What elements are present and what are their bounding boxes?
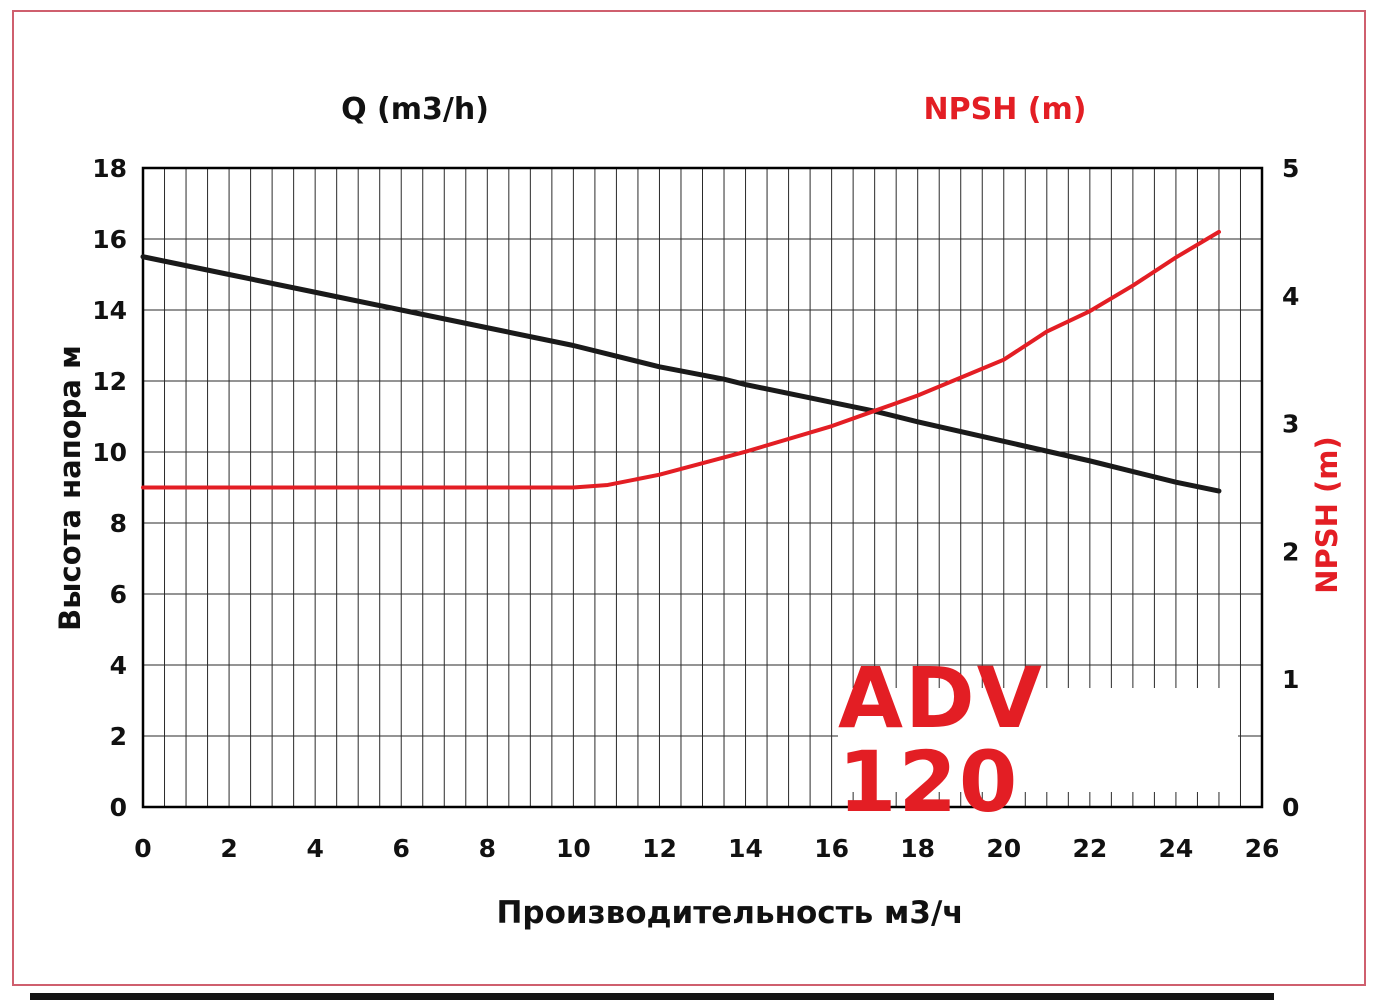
y-left-tick-label: 0 [110, 793, 127, 822]
y-right-axis-title: NPSH (m) [1310, 436, 1344, 594]
x-tick-label: 16 [814, 834, 849, 863]
series-line-head [140, 254, 1222, 494]
y-left-tick-label: 6 [110, 580, 127, 609]
scan-artifact-bar [30, 993, 1274, 1000]
x-tick-label: 4 [306, 834, 323, 863]
x-tick-label: 18 [900, 834, 935, 863]
y-left-tick-label: 12 [92, 367, 127, 396]
y-right-tick-label: 1 [1282, 665, 1299, 694]
y-right-tick-labels: 0 1 2 3 4 5 [1282, 154, 1299, 822]
y-right-tick-label: 5 [1282, 154, 1299, 183]
x-tick-label: 22 [1072, 834, 1107, 863]
pump-model-label: ADV 120 [838, 656, 1238, 824]
y-left-tick-label: 10 [92, 438, 127, 467]
x-tick-label: 0 [134, 834, 151, 863]
x-tick-label: 12 [642, 834, 677, 863]
x-tick-labels: 0 2 4 6 8 10 12 14 16 18 20 22 24 26 [134, 834, 1279, 863]
y-left-axis-title: Высота напора м [53, 345, 87, 631]
y-left-tick-label: 18 [92, 154, 127, 183]
x-tick-label: 10 [556, 834, 591, 863]
series-line-npsh [141, 229, 1221, 490]
x-axis-title: Производительность м3/ч [496, 895, 964, 931]
x-tick-label: 6 [393, 834, 410, 863]
y-left-tick-label: 4 [110, 651, 127, 680]
y-left-tick-label: 14 [92, 296, 127, 325]
y-right-tick-label: 2 [1282, 537, 1299, 566]
x-tick-label: 14 [728, 834, 763, 863]
y-left-tick-label: 8 [110, 509, 127, 538]
x-tick-label: 26 [1245, 834, 1280, 863]
x-tick-label: 24 [1159, 834, 1194, 863]
x-tick-label: 8 [479, 834, 496, 863]
x-tick-label: 20 [986, 834, 1021, 863]
y-right-tick-label: 0 [1282, 793, 1299, 822]
y-left-tick-label: 2 [110, 722, 127, 751]
y-left-tick-labels: 0 2 4 6 8 10 12 14 16 18 [92, 154, 127, 822]
y-right-tick-label: 4 [1282, 282, 1299, 311]
x-tick-label: 2 [220, 834, 237, 863]
q-axis-top-label: Q (m3/h) [341, 92, 489, 127]
y-right-tick-label: 3 [1282, 410, 1299, 439]
y-left-tick-label: 16 [92, 225, 127, 254]
npsh-axis-top-label: NPSH (m) [923, 92, 1087, 127]
